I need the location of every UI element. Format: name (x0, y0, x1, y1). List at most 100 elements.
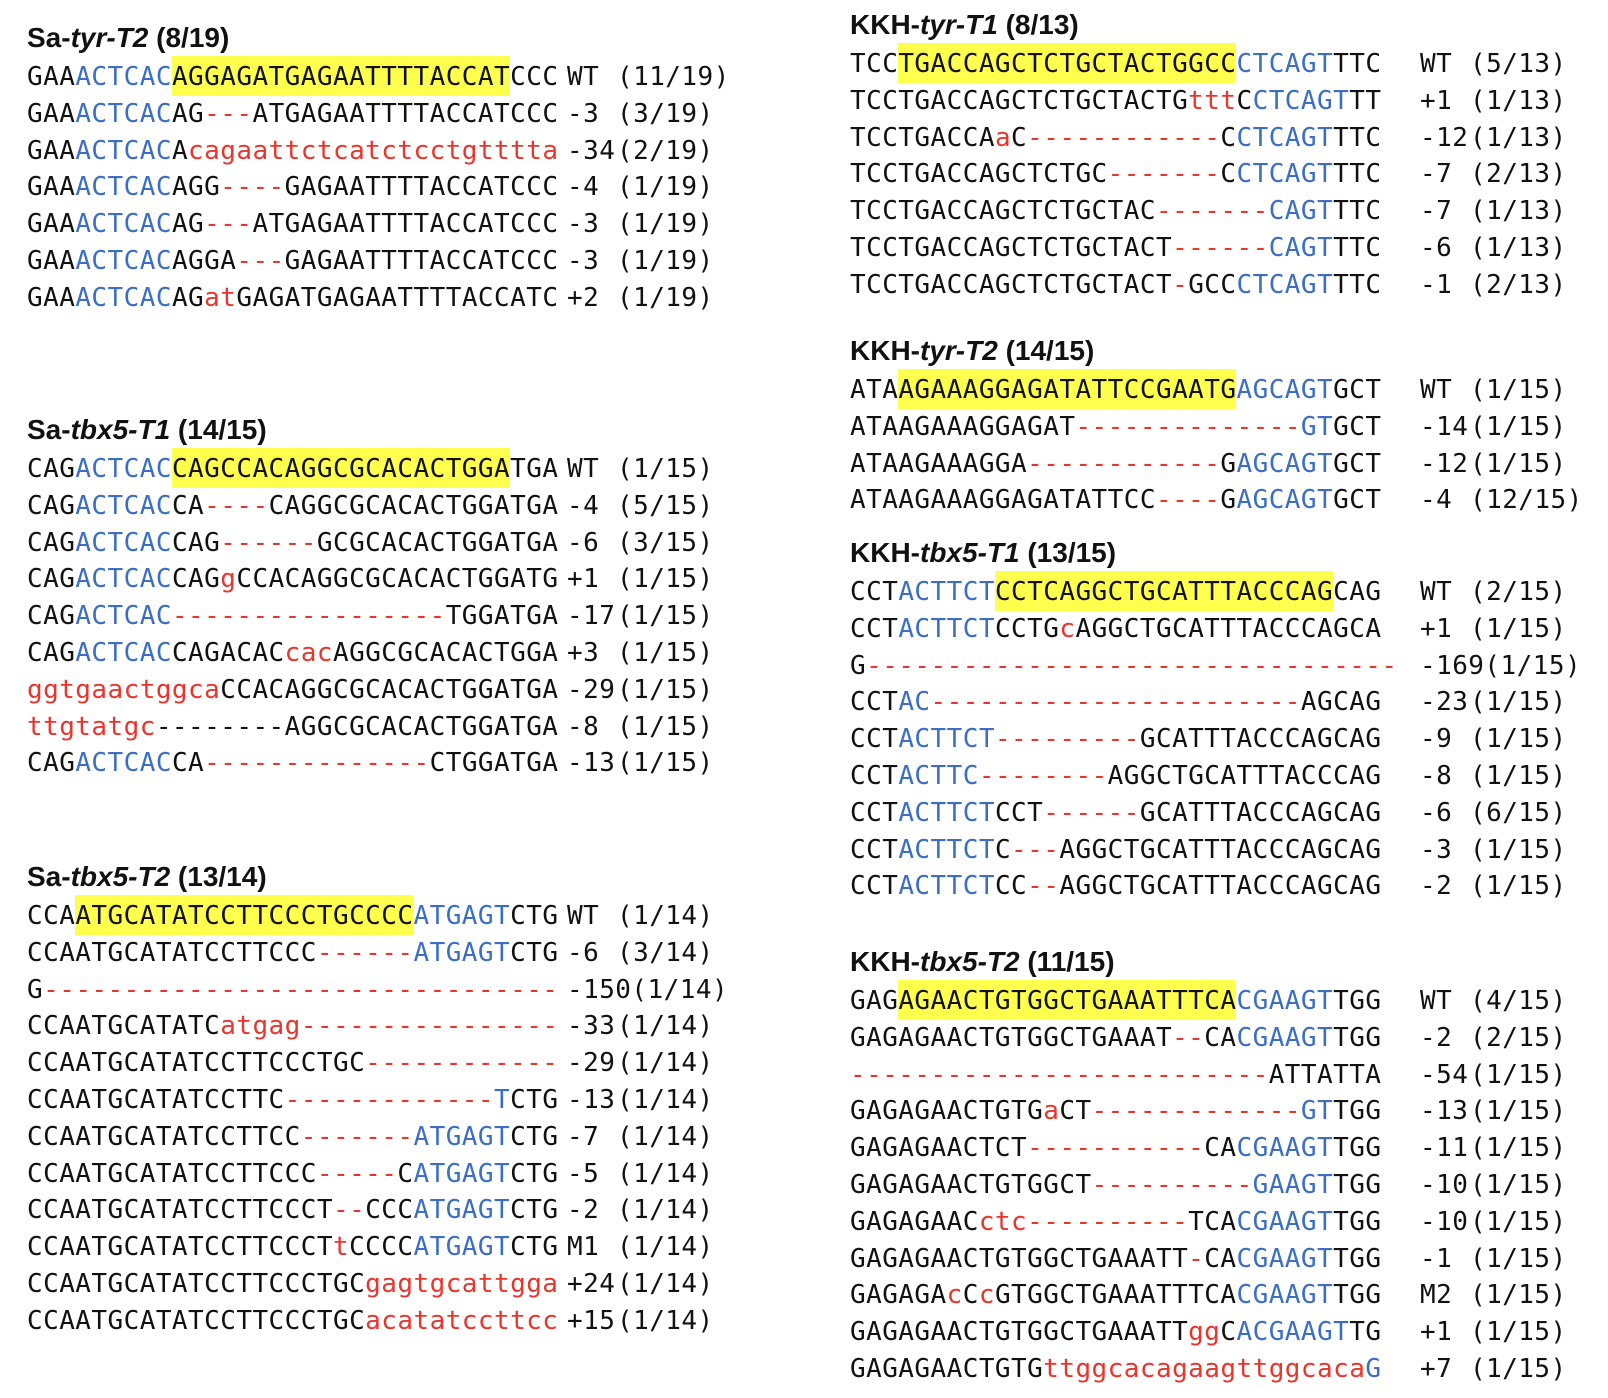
sequence-segment: CAG (171, 527, 221, 558)
sequence: CCAATGCATATCCTTCCCTGC------------ (27, 1048, 558, 1078)
sequence-segment: CGAAGT (1236, 1280, 1334, 1311)
row-label: -8 (1/15) (1420, 758, 1567, 795)
row-label: -13(1/14) (567, 1082, 714, 1119)
sequence-segment: CCAATGCATATCCTTCCCT (27, 1232, 333, 1263)
sequence-row: CAGACTCACCAG------GCGCACACTGGATGA -6 (3/15… (27, 525, 713, 562)
sequence-row: CCAATGCATATCCTTCCCTGC------------ -29(1/1… (27, 1045, 713, 1082)
sequence-segment: - (1172, 269, 1189, 300)
read-count: (1/13) (1470, 85, 1567, 116)
sequence-segment: CAG (27, 527, 76, 558)
sequence-segment: ------ (220, 527, 317, 558)
sequence-segment: GT (1300, 1096, 1334, 1127)
sequence-segment: TTC (1333, 232, 1382, 263)
read-count: (1/15) (1470, 1206, 1567, 1237)
sequence-segment: GAGAGAACTGTGGCTGAAAT (850, 1022, 1173, 1053)
sequence-row: GAAACTCACAG---ATGAGAATTTTACCATCCC -3 (3/19… (27, 96, 713, 133)
sequence-row: ATAAGAAAGGAGATATTCCGAATGAGCAGTGCT WT (1/15… (850, 369, 1566, 409)
sequence-segment: CTG (510, 937, 559, 968)
sequence: ATAAGAAAGGAGATATTCC----GAGCAGTGCT (850, 485, 1381, 515)
indel-label: -10 (1420, 1206, 1469, 1237)
sequence: ggtgaactggcaCCACAGGCGCACACTGGATGA (27, 675, 558, 705)
sequence-segment: GAGAGA (850, 1280, 947, 1311)
sequence-segment: -- (1172, 1022, 1205, 1053)
sequence-segment: GAGAATTTTACCATCCC (284, 172, 559, 203)
indel-label: -13 (1420, 1096, 1469, 1127)
indel-label: +2 (567, 282, 600, 313)
sequence-segment: CAGACAC (171, 637, 285, 668)
row-label: -8 (1/15) (567, 709, 714, 746)
row-label: -33(1/14) (567, 1008, 714, 1045)
sequence: CCTACTTCTCCTGcAGGCTGCATTTACCCAGCA (850, 614, 1381, 644)
sequence-segment: TCCTGACCAGCTCTGCTACT (850, 232, 1173, 263)
sequence-segment: -- (332, 1195, 366, 1226)
row-label: -14(1/15) (1420, 409, 1567, 446)
read-count: (1/15) (1470, 411, 1567, 442)
sequence-segment: ATGAGAATTTTACCATCCC (252, 209, 559, 240)
sequence-segment: GAGAGAACTGTGGCT (850, 1169, 1092, 1200)
panel-title-count: (14/15) (997, 335, 1095, 366)
read-count: (12/15) (1470, 485, 1583, 516)
sequence: CAGACTCACCA----CAGGCGCACACTGGATGA (27, 491, 558, 521)
sequence-segment: TCCTGACCA (850, 122, 995, 153)
sequence-segment: ACTCAC (75, 98, 172, 129)
sequence-row: CCAATGCATATCCTTCCCTGCgagtgcattgga +24(1/1… (27, 1266, 713, 1303)
sequence-row: GAGAGAACTGTGGCT----------GAAGTTGG -10(1/1… (850, 1167, 1566, 1204)
sequence-segment: C (994, 834, 1012, 865)
sequence-segment: CCT (850, 871, 899, 902)
indel-label: -9 (1420, 724, 1453, 755)
indel-label: -23 (1420, 687, 1469, 718)
read-count: (1/14) (617, 1305, 714, 1336)
sequence: GAAACTCACAGG----GAGAATTTTACCATCCC (27, 172, 558, 202)
sequence-segment: CCAATGCATATCCTTCC (27, 1121, 301, 1152)
sequence-segment: GCATTTACCCAGCAG (1139, 797, 1382, 828)
indel-label: -13 (567, 1084, 616, 1115)
indel-label: -6 (1420, 797, 1453, 828)
sequence-segment: CAGT (1268, 196, 1334, 227)
sequence-segment: CCAATGCATATC (27, 1011, 221, 1042)
indel-label: -14 (1420, 411, 1469, 442)
sequence-segment: CA (1204, 1243, 1237, 1274)
sequence-segment: TCCTGACCAGCTCTGCTAC (850, 196, 1156, 227)
sequence-segment: ----------- (1027, 1133, 1205, 1164)
panel-sa-tbx5-t1: Sa-tbx5-T1 (14/15) CAGACTCACCAGCCACAGGCGC… (27, 413, 713, 782)
sequence-segment: -- (1027, 871, 1060, 902)
sequence-segment: CCT (850, 613, 899, 644)
sequence: CAGACTCACCAG------GCGCACACTGGATGA (27, 528, 558, 558)
sequence-segment: AGGA (171, 245, 237, 276)
sequence-segment: CGAAGT (1236, 986, 1334, 1016)
row-label: -17(1/15) (567, 598, 714, 635)
row-label: +1 (1/15) (567, 561, 714, 598)
sequence-segment: GAA (27, 98, 76, 129)
sequence-segment: ------------- (1091, 1096, 1301, 1127)
sequence-segment: CTG (510, 901, 559, 931)
sequence-segment: TCA (1188, 1206, 1237, 1237)
sequence-row: CCTACTTCTCCTCAGGCTGCATTTACCCAGCAG WT (2/15… (850, 571, 1566, 611)
sequence-segment: A (171, 135, 189, 166)
sequence-row: GAGAGAACTGTGttggcacagaagttggcacaG +7 (1/15… (850, 1351, 1566, 1388)
row-label: -4 (12/15) (1420, 482, 1583, 519)
sequence: ATAAGAAAGGAGAT--------------GTGCT (850, 412, 1381, 442)
sequence-segment: ATAAGAAAGGA (850, 448, 1028, 479)
indel-label: -17 (567, 601, 616, 632)
row-label: WT (1/14) (567, 898, 714, 935)
read-count: (1/14) (617, 1195, 714, 1226)
indel-label: -29 (567, 674, 616, 705)
row-label: -1 (2/13) (1420, 267, 1567, 304)
sequence: CCTACTTCTCC--AGGCTGCATTTACCCAGCAG (850, 871, 1381, 901)
sequence-segment: C (397, 1158, 414, 1189)
read-count: (1/14) (617, 1084, 714, 1115)
row-label: -6 (3/14) (567, 935, 714, 972)
sequence-segment: ---------- (1091, 1169, 1253, 1200)
sequence-segment: GAG (850, 986, 899, 1016)
sequence-row: CCTACTTCT---------GCATTTACCCAGCAG -9 (1/15… (850, 721, 1566, 758)
read-count: (1/15) (1470, 1317, 1567, 1348)
panel-kkh-tbx5-t2: KKH-tbx5-T2 (11/15) GAGAGAACTGTGGCTGAAATT… (850, 945, 1566, 1388)
sequence-segment: CCT (994, 797, 1044, 828)
row-label: -23(1/15) (1420, 684, 1567, 721)
sequence: TCCTGACCAaC------------CCTCAGTTTC (850, 123, 1381, 153)
indel-label: -1 (1420, 1243, 1453, 1274)
sequence-segment: GAGAGAACTGTG (850, 1096, 1044, 1127)
read-count: (2/13) (1470, 269, 1567, 300)
sequence-segment: --------- (994, 724, 1140, 755)
sequence-segment: CGAAGT (1236, 1243, 1334, 1274)
